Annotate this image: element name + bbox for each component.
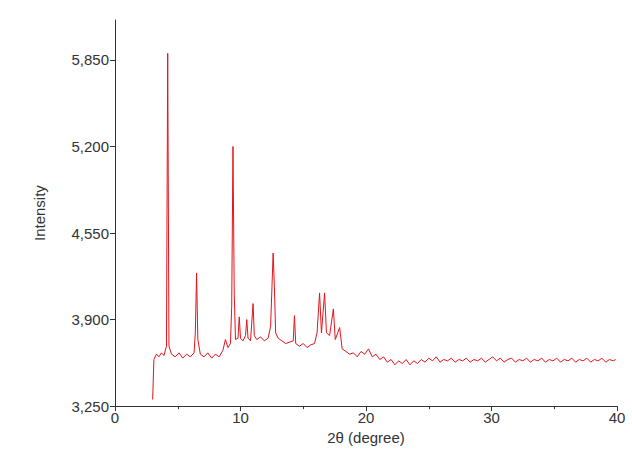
svg-text:3,900: 3,900 [71, 311, 109, 328]
svg-text:Intensity: Intensity [31, 185, 48, 241]
svg-text:30: 30 [483, 409, 500, 426]
svg-text:20: 20 [358, 409, 375, 426]
svg-text:3,250: 3,250 [71, 398, 109, 415]
svg-text:4,550: 4,550 [71, 225, 109, 242]
svg-text:0: 0 [111, 409, 119, 426]
svg-text:5,200: 5,200 [71, 138, 109, 155]
svg-text:2θ (degree): 2θ (degree) [327, 429, 405, 446]
svg-text:10: 10 [232, 409, 249, 426]
svg-text:5,850: 5,850 [71, 51, 109, 68]
svg-text:40: 40 [609, 409, 626, 426]
